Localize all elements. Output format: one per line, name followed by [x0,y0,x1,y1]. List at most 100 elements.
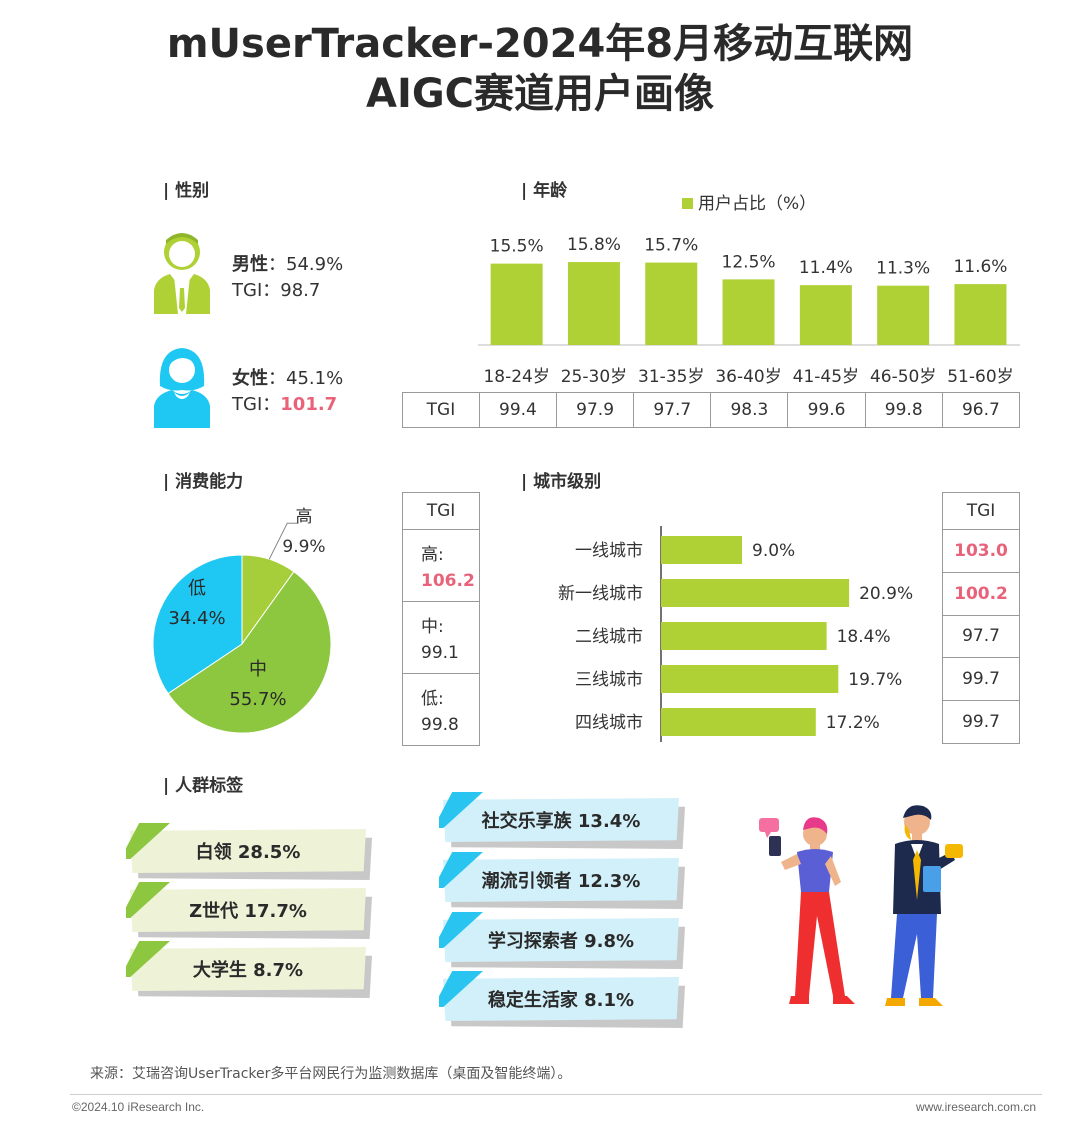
section-tags-heading: | 人群标签 [163,776,244,796]
female-tgi-value: 101.7 [280,394,338,415]
page-subtitle: AIGC赛道用户画像 [365,71,715,117]
male-tgi-label: TGI [232,280,263,301]
age-bar [954,284,1007,345]
consumption-level-label: 低: [421,689,444,709]
male-label: 男性 [232,254,268,275]
age-bar-value: 15.5% [490,237,544,257]
age-tgi-cell: 99.6 [787,393,864,427]
age-tgi-cell: 97.7 [633,393,710,427]
female-tgi: TGI：101.7 [232,390,337,416]
consumption-level-label: 高: [421,545,444,565]
age-bar [877,285,930,345]
city-bar [661,665,839,693]
age-bar [567,262,620,345]
city-bar-chart: 一线城市 9.0% 新一线城市 20.9% 二线城市 18.4% 三线城市 19.7% 四线城市… [558,526,913,742]
people-with-phones-illustration [759,805,963,1006]
male-tgi: TGI：98.7 [232,276,320,302]
pie-label-name: 高 [296,507,313,527]
female-value: 45.1% [286,368,344,389]
city-bar-value: 20.9% [859,584,913,604]
footer-divider [70,1094,1042,1095]
pie-label-name: 中 [249,659,267,680]
tag-stable-lifers-text: 稳定生活家 8.1% [487,990,635,1011]
age-category-label: 51-60岁 [947,367,1013,387]
age-tgi-header: TGI [426,400,456,420]
pie-leader-line [268,522,298,560]
consumption-tgi-value: 106.2 [421,571,475,591]
tag-social-enjoyers-text: 社交乐享族 13.4% [481,811,641,832]
tag-gen-z-text: Z世代 17.7% [189,901,307,922]
consumption-tgi-cell: 低: 99.8 [403,673,479,745]
pie-label-value: 34.4% [168,608,225,629]
male-user-icon [154,233,210,314]
age-bar-value: 11.6% [953,257,1007,277]
male-value: 54.9% [286,254,344,275]
age-category-label: 31-35岁 [638,367,704,387]
tag-stable-lifers: 稳定生活家 8.1% [439,971,685,1028]
age-legend-swatch [682,198,693,209]
consumption-tgi-value: 99.8 [421,715,459,735]
age-bar-value: 15.7% [644,236,698,256]
tag-college-student: 大学生 8.7% [126,941,372,998]
age-category-label: 36-40岁 [715,367,781,387]
page-title: mUserTracker-2024年8月移动互联网 [166,21,914,67]
city-tgi-cell: 103.0 [943,529,1019,572]
age-tgi-cell: 98.3 [710,393,787,427]
consumption-tgi-cell: 中: 99.1 [403,601,479,673]
section-age-heading: | 年龄 [521,181,568,201]
age-bar [490,263,543,345]
tag-trend-leaders: 潮流引领者 12.3% [439,852,685,909]
age-bar-value: 11.4% [799,258,853,278]
male-tgi-separator: ： [262,280,281,301]
age-bar-value: 12.5% [722,252,776,272]
tag-learning-explorers: 学习探索者 9.8% [439,912,685,969]
consumption-tgi-cell: 高: 106.2 [403,529,479,601]
section-city-heading: | 城市级别 [521,472,602,492]
age-bar [799,285,852,345]
city-category-label: 新一线城市 [558,584,643,604]
age-bar-value: 11.3% [876,259,930,279]
age-bar [645,262,698,345]
section-gender-heading: | 性别 [163,181,210,201]
pie-label-value: 9.9% [282,537,325,557]
city-bar [661,622,827,650]
source-note: 来源：艾瑞咨询UserTracker多平台网民行为监测数据库（桌面及智能终端）。 [90,1066,572,1082]
age-category-label: 18-24岁 [483,367,549,387]
pie-slice [167,570,332,734]
city-bar-value: 19.7% [848,670,902,690]
age-category-label: 25-30岁 [561,367,627,387]
age-tgi-cell: 96.7 [941,393,1019,427]
tag-social-enjoyers: 社交乐享族 13.4% [439,792,685,849]
female-tgi-separator: ： [262,394,281,415]
female-label: 女性 [232,368,268,389]
consumption-tgi-value: 99.1 [421,643,459,663]
city-bar-value: 9.0% [752,541,795,561]
city-tgi-cell: 97.7 [943,614,1019,658]
city-bar-value: 17.2% [826,713,880,733]
pie-label-name: 低 [188,578,206,599]
tag-gen-z: Z世代 17.7% [126,882,372,939]
section-consumption-heading: | 消费能力 [163,472,244,492]
tag-college-student-text: 大学生 8.7% [192,960,304,981]
tag-learning-explorers-text: 学习探索者 9.8% [487,931,635,952]
city-tgi-cell: 99.7 [943,700,1019,743]
city-tgi-table: TGI 103.0 100.2 97.7 99.7 99.7 [942,492,1020,744]
female-tgi-label: TGI [232,394,263,415]
city-bar-value: 18.4% [837,627,891,647]
city-tgi-header: TGI [966,501,996,521]
age-bar-value: 15.8% [567,235,621,255]
city-bar [661,536,742,564]
age-legend-label: 用户占比（%） [698,194,816,214]
male-separator: ： [268,254,286,275]
copyright: ©2024.10 iResearch Inc. [72,1100,205,1114]
city-category-label: 二线城市 [575,627,643,647]
age-tgi-cell: 97.9 [556,393,633,427]
city-category-label: 三线城市 [575,670,643,690]
age-tgi-cell: 99.4 [478,393,556,427]
website-link[interactable]: www.iresearch.com.cn [915,1100,1036,1114]
city-tgi-cell: 100.2 [943,571,1019,615]
age-category-label: 46-50岁 [870,367,936,387]
tag-white-collar: 白领 28.5% [126,823,372,880]
age-tgi-cell: 99.8 [864,393,942,427]
age-bar-chart: 用户占比（%） 15.5% 18-24岁 15.8% 25-30岁 15.7% 31-35岁… [478,194,1020,387]
